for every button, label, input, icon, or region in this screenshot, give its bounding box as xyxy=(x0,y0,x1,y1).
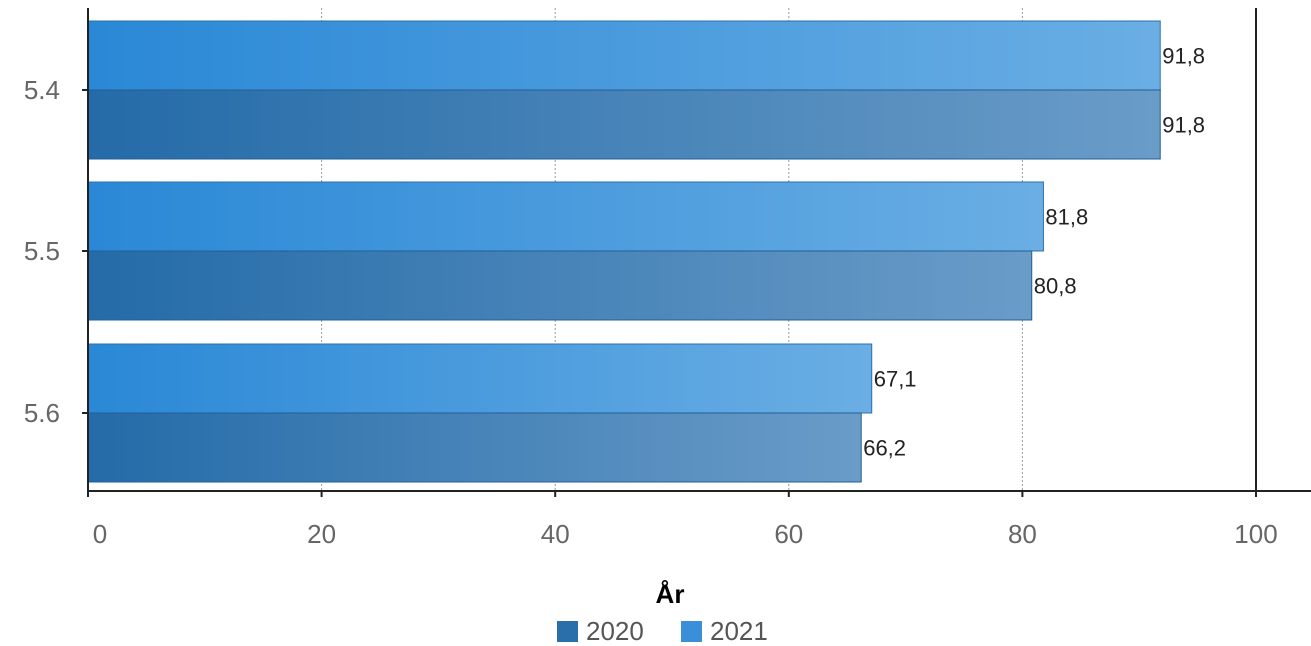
axes xyxy=(82,8,1311,497)
x-tick-label-100: 100 xyxy=(1234,519,1277,549)
y-tick-label-5.5: 5.5 xyxy=(24,236,60,266)
bar-2020-5.6 xyxy=(87,412,862,483)
y-tick-label-5.4: 5.4 xyxy=(24,75,60,105)
legend-swatch-2020 xyxy=(557,621,578,642)
bars xyxy=(87,20,1161,483)
x-tick-label-80: 80 xyxy=(1008,519,1037,549)
x-tick-label-60: 60 xyxy=(774,519,803,549)
bar-2021-5.5 xyxy=(87,181,1044,252)
bar-2021-5.4 xyxy=(87,20,1161,91)
legend-label-2021: 2021 xyxy=(710,616,768,646)
bar-2020-5.5 xyxy=(87,250,1033,321)
value-label-2021-5.4: 91,8 xyxy=(1162,44,1205,69)
value-label-2020-5.5: 80,8 xyxy=(1034,274,1077,299)
value-label-2020-5.4: 91,8 xyxy=(1162,113,1205,138)
legend-title: År xyxy=(656,579,685,609)
x-tick-label-20: 20 xyxy=(307,519,336,549)
y-tick-label-5.6: 5.6 xyxy=(24,398,60,428)
legend-swatch-2021 xyxy=(681,621,702,642)
labels: 91,8 91,8 5.4 81,8 80,8 5.5 67,1 66,2 5.6 0 20 40 60… xyxy=(24,44,1278,550)
value-label-2021-5.5: 81,8 xyxy=(1045,205,1088,230)
value-label-2020-5.6: 66,2 xyxy=(863,436,906,461)
x-tick-label-40: 40 xyxy=(541,519,570,549)
bar-2021-5.6 xyxy=(87,343,873,414)
value-label-2021-5.6: 67,1 xyxy=(874,367,917,392)
legend: År 2020 2021 xyxy=(557,579,768,646)
legend-label-2020: 2020 xyxy=(586,616,644,646)
bar-2020-5.4 xyxy=(87,89,1161,160)
x-tick-label-0: 0 xyxy=(93,519,107,549)
